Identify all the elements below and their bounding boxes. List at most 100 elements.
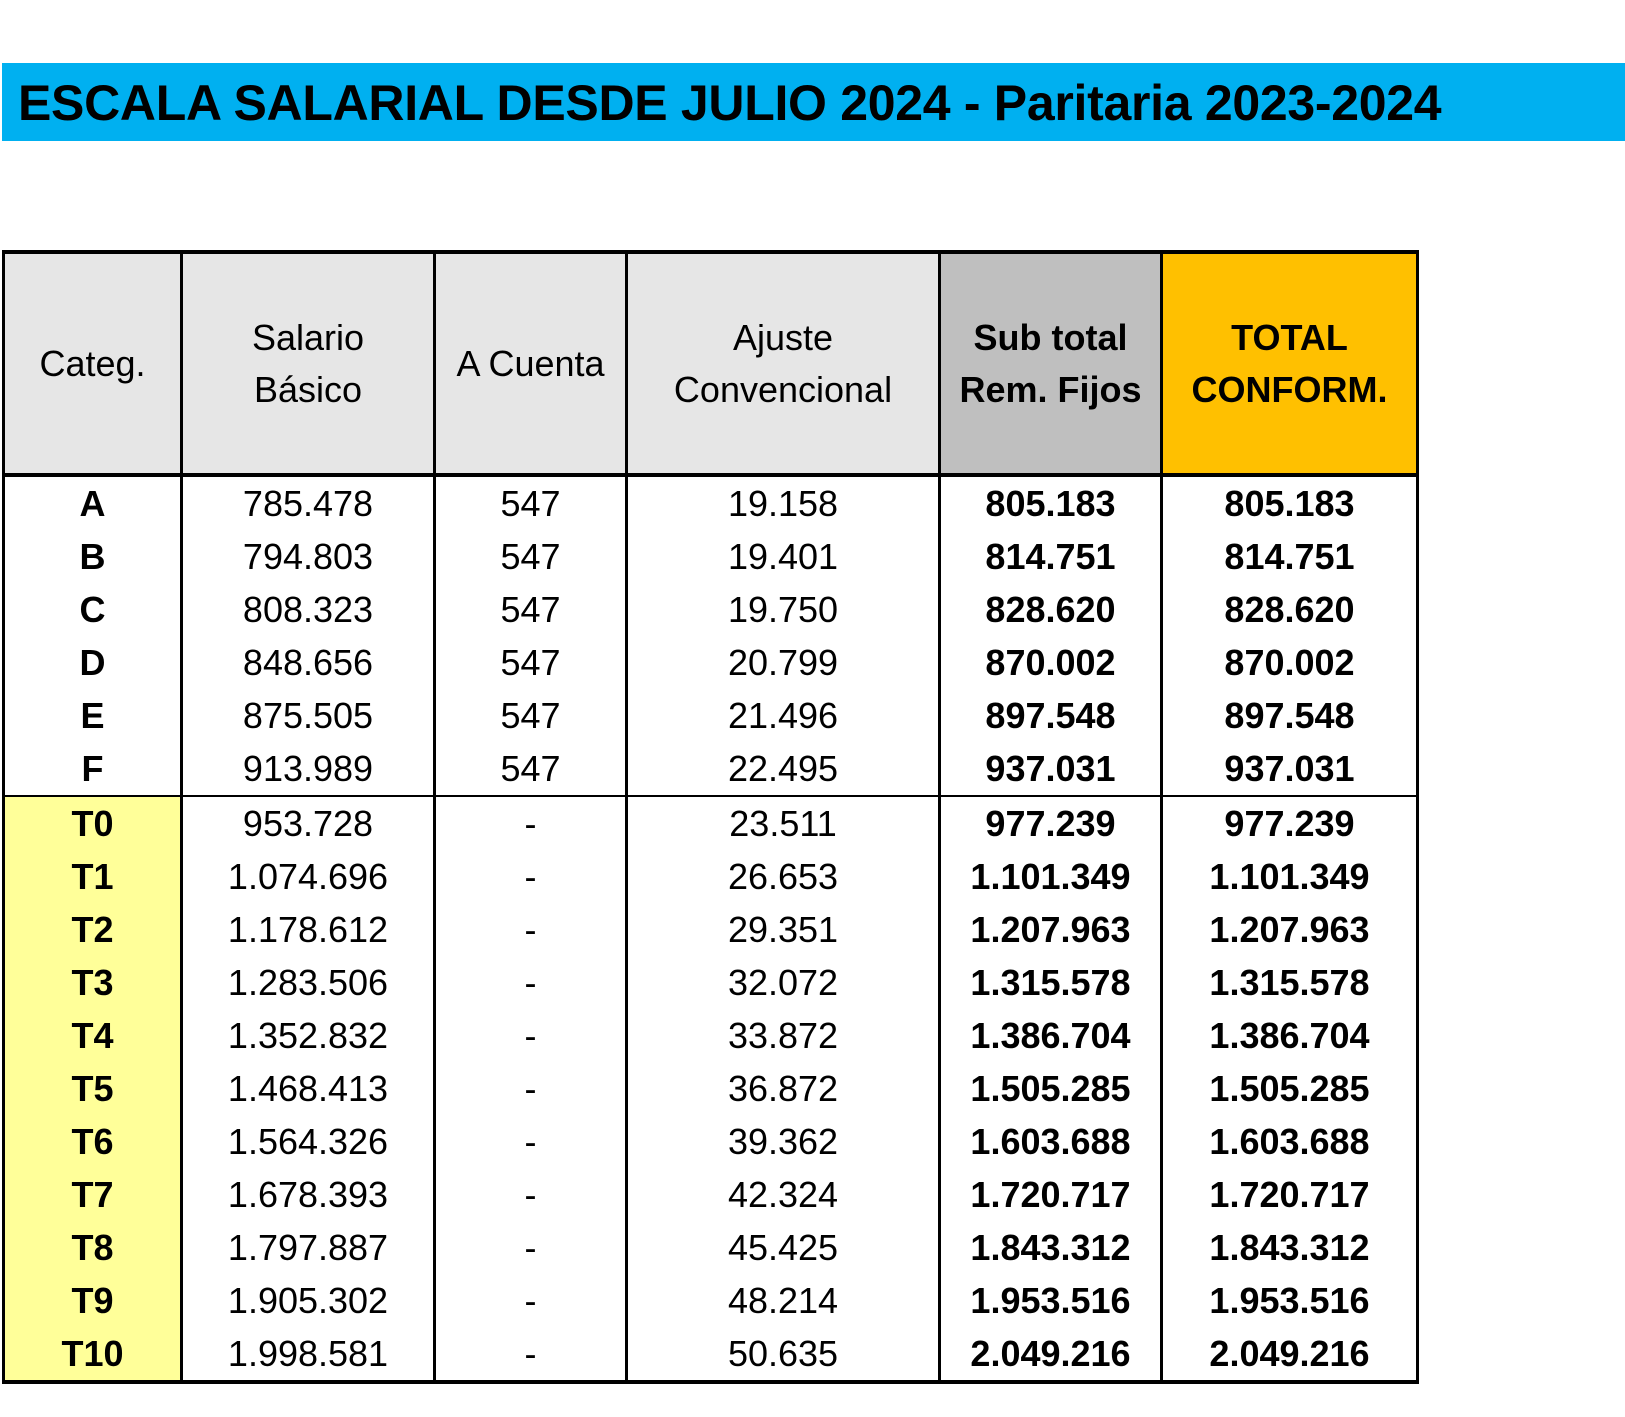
cell-subtotal: 897.548 bbox=[938, 689, 1163, 742]
header-categ: Categ. bbox=[2, 250, 183, 477]
table-row: D 848.656 547 20.799 870.002 870.002 bbox=[2, 636, 1419, 689]
cell-total: 897.548 bbox=[1160, 689, 1419, 742]
cell-ajuste: 19.401 bbox=[625, 530, 941, 583]
cell-salario-basico: 1.283.506 bbox=[180, 956, 436, 1009]
cell-categ: T5 bbox=[2, 1062, 183, 1115]
cell-a-cuenta: - bbox=[433, 850, 628, 903]
cell-total: 1.207.963 bbox=[1160, 903, 1419, 956]
cell-ajuste: 22.495 bbox=[625, 742, 941, 796]
cell-categ: T6 bbox=[2, 1115, 183, 1168]
cell-a-cuenta: - bbox=[433, 1168, 628, 1221]
cell-ajuste: 45.425 bbox=[625, 1221, 941, 1274]
cell-ajuste: 39.362 bbox=[625, 1115, 941, 1168]
title-banner: ESCALA SALARIAL DESDE JULIO 2024 - Parit… bbox=[2, 63, 1625, 141]
cell-a-cuenta: - bbox=[433, 956, 628, 1009]
table-row: A 785.478 547 19.158 805.183 805.183 bbox=[2, 475, 1419, 530]
table-row: T2 1.178.612-29.351 1.207.963 1.207.963 bbox=[2, 903, 1419, 956]
cell-a-cuenta: 547 bbox=[433, 742, 628, 796]
cell-a-cuenta: 547 bbox=[433, 636, 628, 689]
cell-salario-basico: 1.352.832 bbox=[180, 1009, 436, 1062]
cell-salario-basico: 1.074.696 bbox=[180, 850, 436, 903]
header-ajuste-convencional: Ajuste Convencional bbox=[625, 250, 941, 477]
cell-ajuste: 20.799 bbox=[625, 636, 941, 689]
cell-subtotal: 814.751 bbox=[938, 530, 1163, 583]
cell-total: 1.843.312 bbox=[1160, 1221, 1419, 1274]
cell-a-cuenta: - bbox=[433, 1062, 628, 1115]
cell-total: 1.101.349 bbox=[1160, 850, 1419, 903]
cell-ajuste: 36.872 bbox=[625, 1062, 941, 1115]
cell-a-cuenta: 547 bbox=[433, 475, 628, 530]
cell-subtotal: 1.101.349 bbox=[938, 850, 1163, 903]
cell-subtotal: 1.207.963 bbox=[938, 903, 1163, 956]
salary-table: Categ. Salario Básico A Cuenta Ajuste Conv… bbox=[2, 250, 1419, 1384]
cell-salario-basico: 953.728 bbox=[180, 795, 436, 850]
cell-salario-basico: 785.478 bbox=[180, 475, 436, 530]
table-row: C 808.323 547 19.750 828.620 828.620 bbox=[2, 583, 1419, 636]
cell-salario-basico: 1.905.302 bbox=[180, 1274, 436, 1327]
cell-ajuste: 26.653 bbox=[625, 850, 941, 903]
cell-ajuste: 29.351 bbox=[625, 903, 941, 956]
cell-total: 1.603.688 bbox=[1160, 1115, 1419, 1168]
page-title: ESCALA SALARIAL DESDE JULIO 2024 - Parit… bbox=[18, 75, 1442, 131]
cell-ajuste: 19.158 bbox=[625, 475, 941, 530]
cell-categ: B bbox=[2, 530, 183, 583]
table-row: T7 1.678.393-42.324 1.720.717 1.720.717 bbox=[2, 1168, 1419, 1221]
cell-a-cuenta: 547 bbox=[433, 583, 628, 636]
cell-categ: C bbox=[2, 583, 183, 636]
cell-salario-basico: 913.989 bbox=[180, 742, 436, 796]
cell-salario-basico: 875.505 bbox=[180, 689, 436, 742]
cell-salario-basico: 1.564.326 bbox=[180, 1115, 436, 1168]
cell-subtotal: 1.843.312 bbox=[938, 1221, 1163, 1274]
cell-subtotal: 1.720.717 bbox=[938, 1168, 1163, 1221]
cell-subtotal: 870.002 bbox=[938, 636, 1163, 689]
cell-categ: A bbox=[2, 475, 183, 530]
cell-salario-basico: 1.468.413 bbox=[180, 1062, 436, 1115]
cell-categ: T3 bbox=[2, 956, 183, 1009]
header-total: TOTAL CONFORM. bbox=[1160, 250, 1419, 477]
cell-categ: D bbox=[2, 636, 183, 689]
cell-ajuste: 32.072 bbox=[625, 956, 941, 1009]
cell-categ: T9 bbox=[2, 1274, 183, 1327]
cell-salario-basico: 808.323 bbox=[180, 583, 436, 636]
cell-total: 1.315.578 bbox=[1160, 956, 1419, 1009]
cell-subtotal: 977.239 bbox=[938, 795, 1163, 850]
cell-ajuste: 50.635 bbox=[625, 1327, 941, 1384]
cell-total: 977.239 bbox=[1160, 795, 1419, 850]
cell-ajuste: 23.511 bbox=[625, 795, 941, 850]
header-salario-basico: Salario Básico bbox=[180, 250, 436, 477]
table-row: T1 1.074.696-26.653 1.101.349 1.101.349 bbox=[2, 850, 1419, 903]
cell-subtotal: 828.620 bbox=[938, 583, 1163, 636]
table-row: T10 1.998.581-50.635 2.049.216 2.049.216 bbox=[2, 1327, 1419, 1384]
header-subtotal: Sub total Rem. Fijos bbox=[938, 250, 1163, 477]
cell-subtotal: 2.049.216 bbox=[938, 1327, 1163, 1384]
cell-total: 1.953.516 bbox=[1160, 1274, 1419, 1327]
table-row: T4 1.352.832-33.872 1.386.704 1.386.704 bbox=[2, 1009, 1419, 1062]
cell-ajuste: 19.750 bbox=[625, 583, 941, 636]
cell-categ: F bbox=[2, 742, 183, 796]
table-row: T3 1.283.506-32.072 1.315.578 1.315.578 bbox=[2, 956, 1419, 1009]
cell-categ: T8 bbox=[2, 1221, 183, 1274]
cell-total: 1.386.704 bbox=[1160, 1009, 1419, 1062]
table-row: T5 1.468.413-36.872 1.505.285 1.505.285 bbox=[2, 1062, 1419, 1115]
cell-total: 1.720.717 bbox=[1160, 1168, 1419, 1221]
cell-categ: T0 bbox=[2, 795, 183, 850]
table-row: F 913.989 547 22.495 937.031 937.031 bbox=[2, 742, 1419, 796]
table-row: E 875.505 547 21.496 897.548 897.548 bbox=[2, 689, 1419, 742]
cell-salario-basico: 1.998.581 bbox=[180, 1327, 436, 1384]
cell-total: 2.049.216 bbox=[1160, 1327, 1419, 1384]
cell-subtotal: 1.386.704 bbox=[938, 1009, 1163, 1062]
cell-ajuste: 21.496 bbox=[625, 689, 941, 742]
cell-salario-basico: 1.178.612 bbox=[180, 903, 436, 956]
cell-categ: T7 bbox=[2, 1168, 183, 1221]
cell-subtotal: 1.315.578 bbox=[938, 956, 1163, 1009]
cell-salario-basico: 848.656 bbox=[180, 636, 436, 689]
table-row: B 794.803 547 19.401 814.751 814.751 bbox=[2, 530, 1419, 583]
cell-total: 1.505.285 bbox=[1160, 1062, 1419, 1115]
table-body: A 785.478 547 19.158 805.183 805.183 B 794.803 5… bbox=[2, 475, 1419, 1384]
cell-a-cuenta: 547 bbox=[433, 530, 628, 583]
table-row: T6 1.564.326-39.362 1.603.688 1.603.688 bbox=[2, 1115, 1419, 1168]
cell-categ: E bbox=[2, 689, 183, 742]
cell-total: 870.002 bbox=[1160, 636, 1419, 689]
cell-categ: T1 bbox=[2, 850, 183, 903]
cell-subtotal: 1.505.285 bbox=[938, 1062, 1163, 1115]
